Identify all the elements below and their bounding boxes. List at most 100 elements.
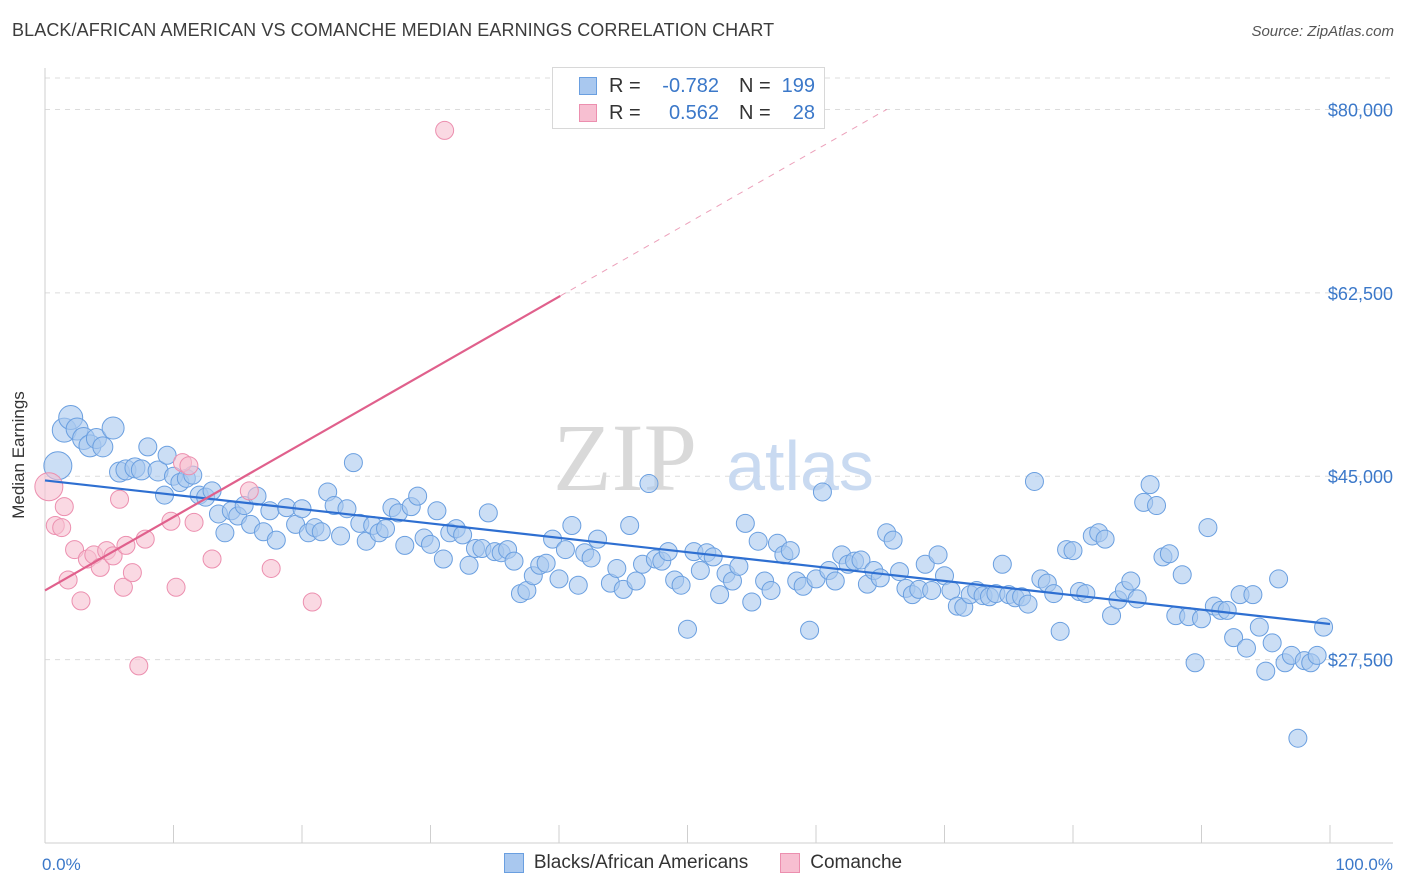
y-tick-label: $80,000	[1328, 100, 1393, 120]
data-point-blacks	[478, 503, 498, 523]
data-point-blacks	[343, 453, 363, 473]
data-point-blacks	[825, 571, 845, 591]
data-point-blacks	[1185, 653, 1205, 673]
data-point-blacks	[710, 585, 730, 605]
data-point-blacks	[742, 592, 762, 612]
data-point-blacks	[536, 553, 556, 573]
data-point-blacks	[690, 561, 710, 581]
data-point-blacks	[800, 620, 820, 640]
data-point-blacks	[1018, 594, 1038, 614]
legend-swatch-pink	[579, 104, 597, 122]
legend-r-label: R =	[609, 74, 641, 97]
data-point-blacks	[1159, 544, 1179, 564]
data-point-blacks	[780, 541, 800, 561]
legend-n-value: 199	[781, 74, 815, 97]
data-point-blacks	[581, 548, 601, 568]
data-point-blacks	[915, 554, 935, 574]
legend-row-blacks: R = -0.782 N = 199	[579, 73, 815, 99]
legend-item-comanche: Comanche	[780, 852, 902, 874]
data-point-blacks	[331, 526, 351, 546]
data-point-comanche	[129, 656, 149, 676]
data-point-blacks	[1307, 645, 1327, 665]
legend-r-value: 0.562	[668, 101, 719, 124]
legend-n-label: N =	[739, 101, 771, 124]
data-point-blacks	[408, 486, 428, 506]
data-point-blacks	[1121, 571, 1141, 591]
data-point-comanche	[184, 512, 204, 532]
legend-n-label: N =	[739, 74, 771, 97]
data-point-blacks	[1314, 617, 1334, 637]
data-point-blacks	[748, 531, 768, 551]
y-tick-label: $62,500	[1328, 284, 1393, 304]
data-point-blacks	[1198, 518, 1218, 538]
data-point-blacks	[138, 437, 158, 457]
trend-line-comanche-extrapolated	[560, 109, 887, 297]
series-blacks-points	[43, 405, 1334, 748]
y-tick-label: $27,500	[1328, 651, 1393, 671]
data-point-blacks	[1147, 496, 1167, 516]
data-point-blacks	[671, 575, 691, 595]
data-point-blacks	[1063, 541, 1083, 561]
data-point-blacks	[568, 575, 588, 595]
data-point-blacks	[504, 551, 524, 571]
data-point-blacks	[761, 580, 781, 600]
data-point-blacks	[1262, 633, 1282, 653]
data-point-blacks	[459, 555, 479, 575]
trend-line-blacks	[44, 479, 1331, 626]
axes	[44, 68, 1393, 844]
data-point-comanche	[65, 540, 85, 560]
data-point-comanche	[52, 518, 72, 538]
data-point-blacks	[922, 580, 942, 600]
data-point-blacks	[1256, 661, 1276, 681]
data-point-comanche	[110, 489, 130, 509]
data-point-blacks	[555, 540, 575, 560]
trend-line-comanche	[44, 295, 561, 592]
data-point-blacks	[928, 545, 948, 565]
data-point-blacks	[1140, 475, 1160, 495]
data-point-blacks	[890, 562, 910, 582]
data-point-blacks	[1076, 584, 1096, 604]
data-point-blacks	[101, 416, 125, 440]
data-point-blacks	[620, 515, 640, 535]
correlation-legend: R = -0.782 N = 199 R = 0.562 N = 28	[552, 67, 825, 129]
data-point-comanche	[179, 456, 199, 476]
data-point-blacks	[562, 515, 582, 535]
data-point-blacks	[1288, 728, 1308, 748]
legend-swatch-blue	[579, 77, 597, 95]
data-point-comanche	[302, 592, 322, 612]
series-legend: Blacks/African Americans Comanche	[0, 852, 1406, 874]
data-point-blacks	[851, 550, 871, 570]
data-point-blacks	[92, 436, 114, 458]
data-point-blacks	[1224, 628, 1244, 648]
watermark-atlas: atlas	[726, 427, 874, 505]
legend-swatch-pink	[780, 853, 801, 873]
legend-item-blacks: Blacks/African Americans	[503, 852, 748, 874]
data-point-blacks	[311, 522, 331, 542]
chart-title: BLACK/AFRICAN AMERICAN VS COMANCHE MEDIA…	[12, 20, 775, 40]
series-comanche-points	[34, 120, 455, 676]
data-point-blacks	[639, 474, 659, 494]
data-point-blacks	[588, 529, 608, 549]
data-point-blacks	[1127, 589, 1147, 609]
data-point-comanche	[71, 591, 91, 611]
legend-r-value: -0.782	[662, 74, 719, 97]
data-point-blacks	[703, 547, 723, 567]
data-point-blacks	[678, 619, 697, 639]
data-point-blacks	[1024, 471, 1044, 491]
data-point-blacks	[549, 569, 569, 589]
legend-r-label: R =	[609, 101, 641, 124]
data-point-comanche	[435, 120, 455, 140]
data-point-blacks	[883, 530, 903, 550]
data-point-blacks	[215, 523, 235, 543]
data-point-blacks	[157, 445, 177, 465]
data-point-blacks	[1243, 585, 1263, 605]
data-point-blacks	[735, 513, 755, 533]
data-point-blacks	[1095, 529, 1115, 549]
data-point-blacks	[992, 554, 1012, 574]
watermark-zip: ZIP	[553, 404, 697, 511]
data-point-blacks	[1236, 638, 1256, 658]
data-point-blacks	[421, 534, 440, 554]
tick-labels: $27,500 $45,000 $62,500 $80,000 0.0% 100.0%	[42, 100, 1393, 874]
data-point-comanche	[261, 558, 281, 578]
